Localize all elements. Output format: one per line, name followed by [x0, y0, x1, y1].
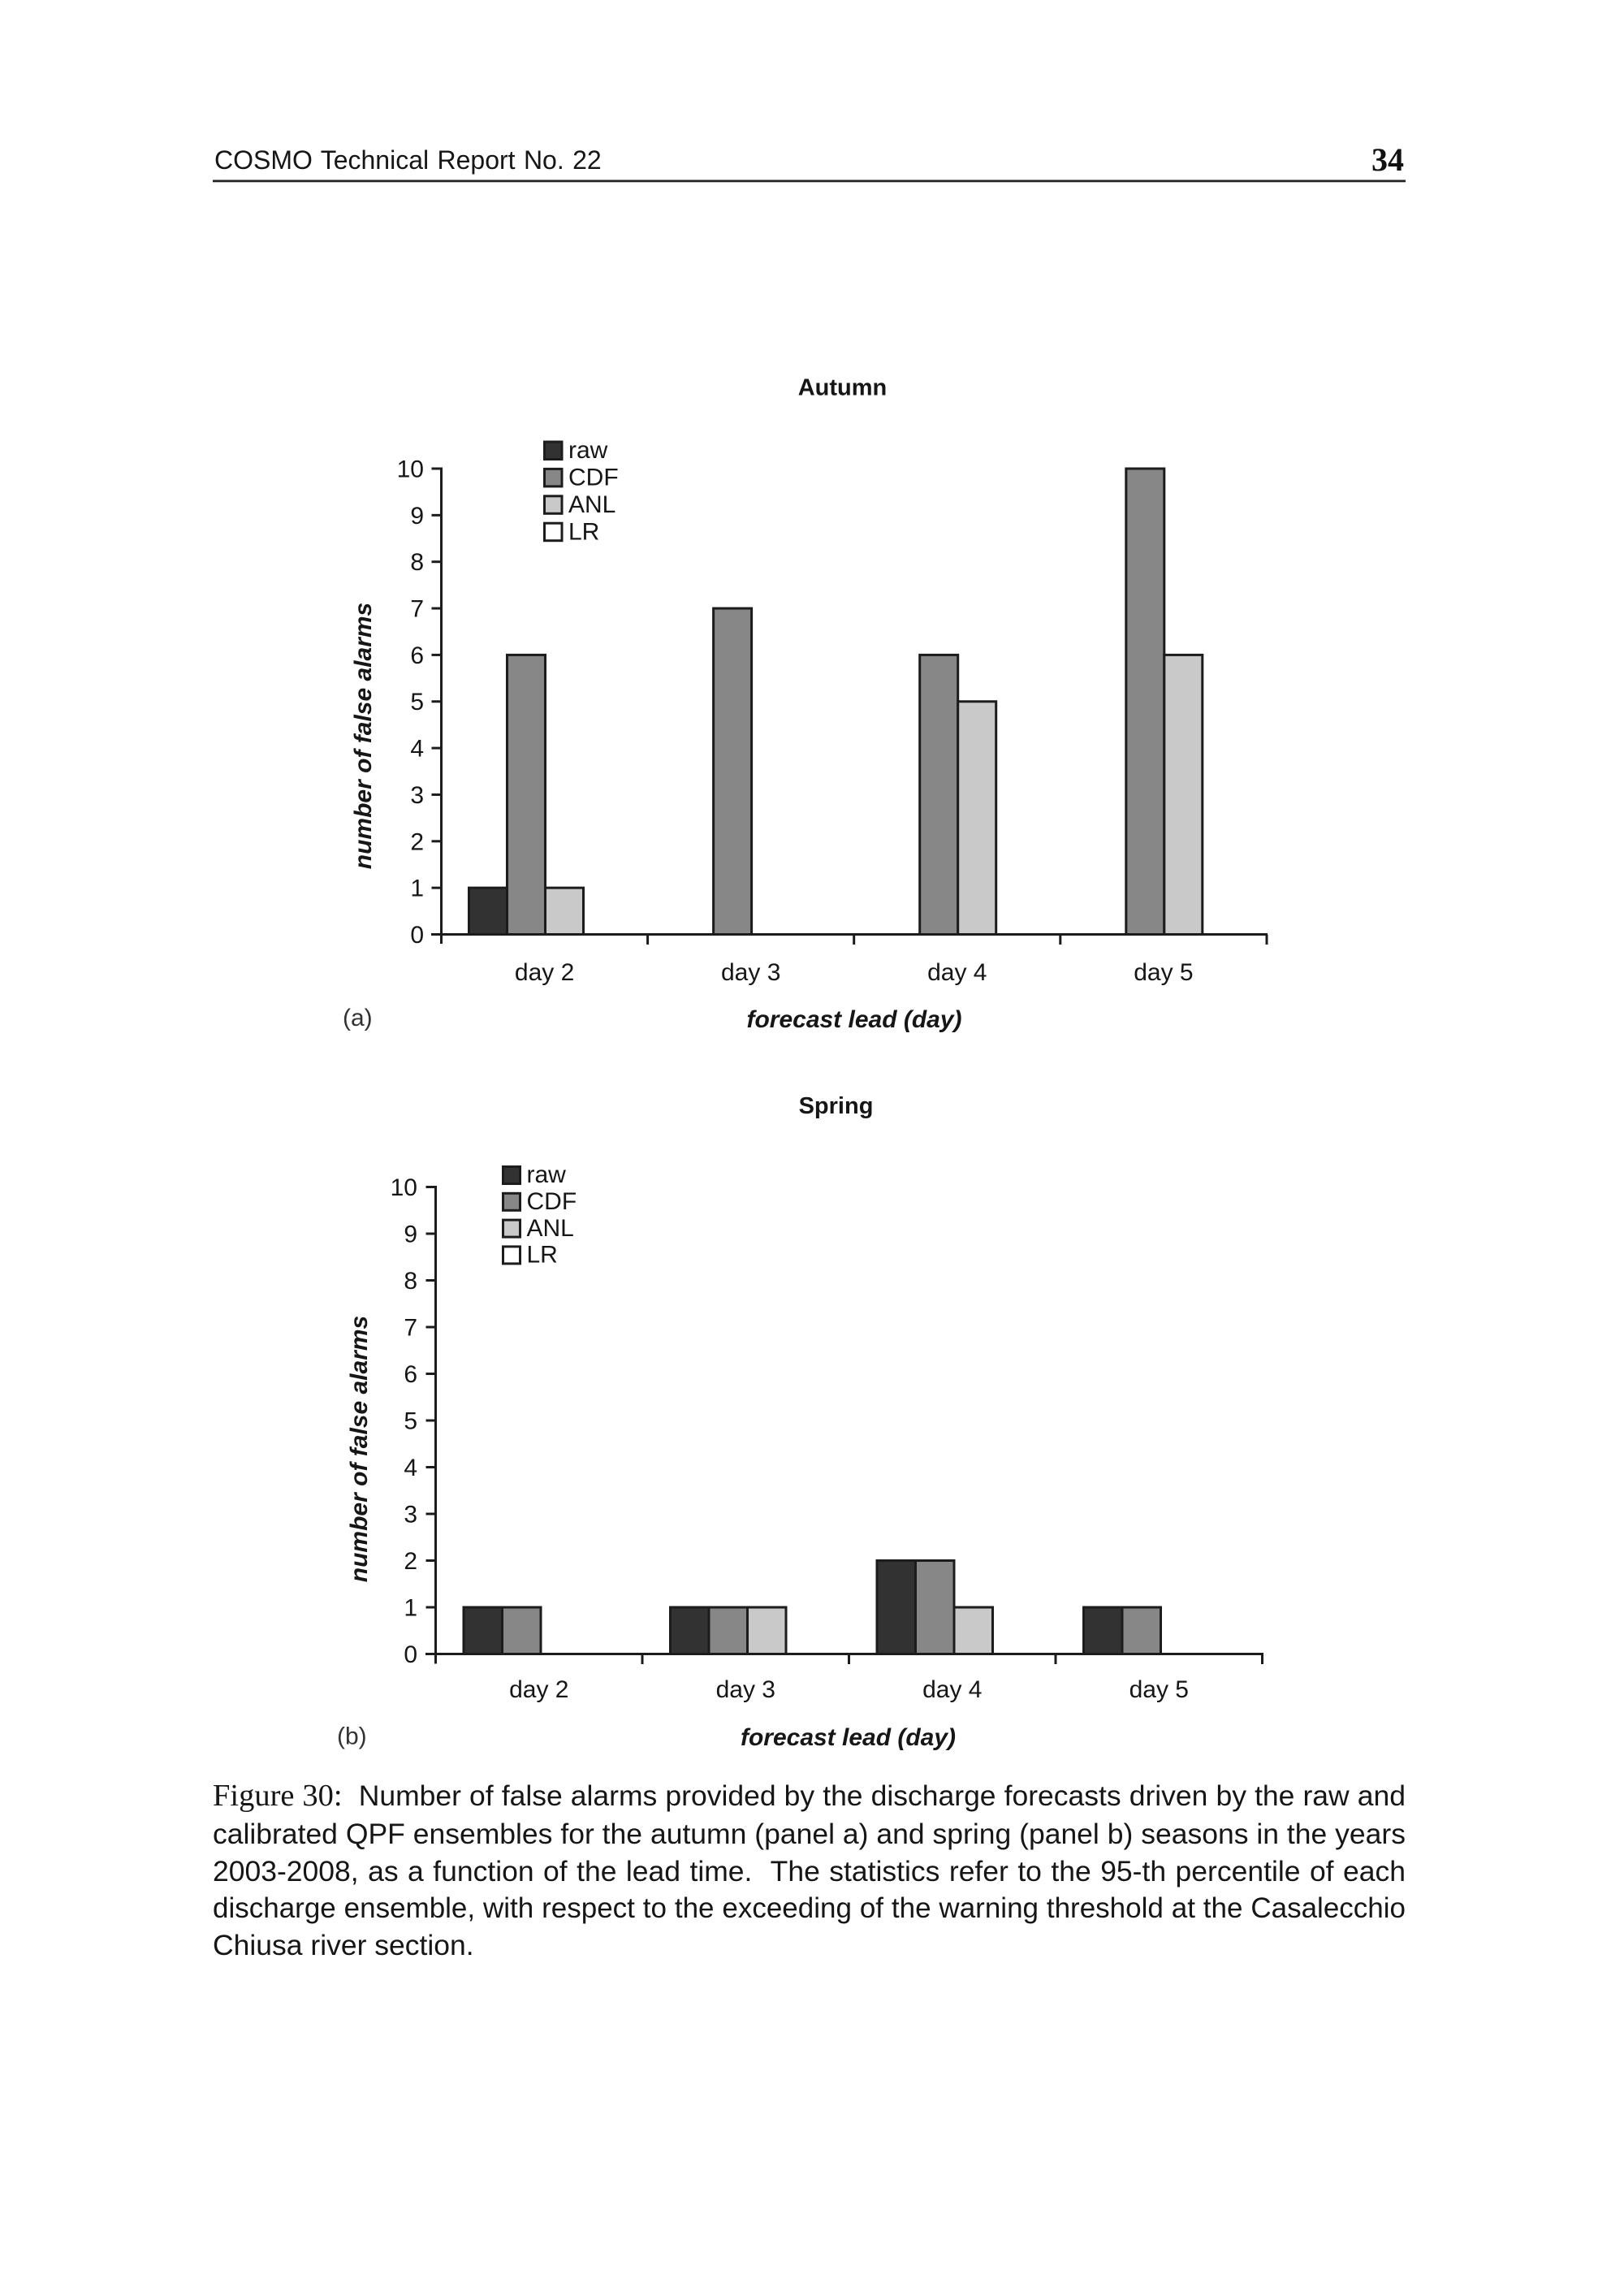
svg-text:(a): (a) [343, 1005, 373, 1031]
svg-text:COSMO Technical Report No. 22: COSMO Technical Report No. 22 [214, 145, 602, 175]
svg-text:CDF: CDF [527, 1188, 577, 1215]
svg-text:5: 5 [410, 689, 424, 716]
svg-text:9: 9 [404, 1222, 417, 1248]
svg-text:number of false alarms: number of false alarms [346, 1316, 373, 1582]
svg-text:Autumn: Autumn [798, 375, 888, 401]
svg-text:day 5: day 5 [1129, 1676, 1189, 1703]
svg-text:3: 3 [410, 782, 424, 809]
svg-text:day 3: day 3 [721, 959, 780, 986]
svg-text:34: 34 [1371, 141, 1404, 178]
svg-text:10: 10 [391, 1174, 417, 1201]
svg-text:4: 4 [404, 1455, 417, 1481]
svg-text:6: 6 [404, 1361, 417, 1388]
svg-text:3: 3 [404, 1502, 417, 1529]
svg-text:forecast lead (day): forecast lead (day) [741, 1724, 956, 1751]
svg-text:day 5: day 5 [1134, 959, 1193, 986]
svg-text:7: 7 [410, 596, 424, 623]
svg-text:day 3: day 3 [716, 1676, 775, 1703]
svg-text:8: 8 [404, 1268, 417, 1295]
svg-text:day 2: day 2 [515, 959, 574, 986]
svg-text:5: 5 [404, 1408, 417, 1435]
svg-text:0: 0 [404, 1641, 417, 1668]
svg-text:forecast lead (day): forecast lead (day) [746, 1006, 961, 1033]
svg-text:4: 4 [410, 736, 424, 763]
svg-text:1: 1 [404, 1595, 417, 1622]
svg-text:LR: LR [568, 519, 599, 546]
svg-text:raw: raw [568, 437, 608, 464]
svg-text:number of false alarms: number of false alarms [350, 603, 377, 869]
svg-text:ANL: ANL [568, 491, 615, 518]
svg-text:10: 10 [397, 456, 424, 483]
svg-text:Spring: Spring [799, 1093, 874, 1119]
svg-text:raw: raw [527, 1161, 567, 1188]
svg-text:LR: LR [527, 1242, 558, 1269]
svg-text:1: 1 [410, 876, 424, 902]
svg-text:day 2: day 2 [509, 1676, 568, 1703]
svg-text:2: 2 [410, 828, 424, 855]
svg-text:(b): (b) [337, 1723, 367, 1750]
svg-text:9: 9 [410, 503, 424, 530]
svg-text:8: 8 [410, 549, 424, 576]
svg-text:day 4: day 4 [922, 1676, 982, 1703]
svg-text:7: 7 [404, 1315, 417, 1342]
svg-text:6: 6 [410, 642, 424, 669]
svg-text:ANL: ANL [527, 1215, 574, 1242]
svg-text:day 4: day 4 [927, 959, 987, 986]
svg-text:2: 2 [404, 1548, 417, 1575]
svg-text:CDF: CDF [568, 465, 619, 491]
svg-text:0: 0 [410, 922, 424, 949]
